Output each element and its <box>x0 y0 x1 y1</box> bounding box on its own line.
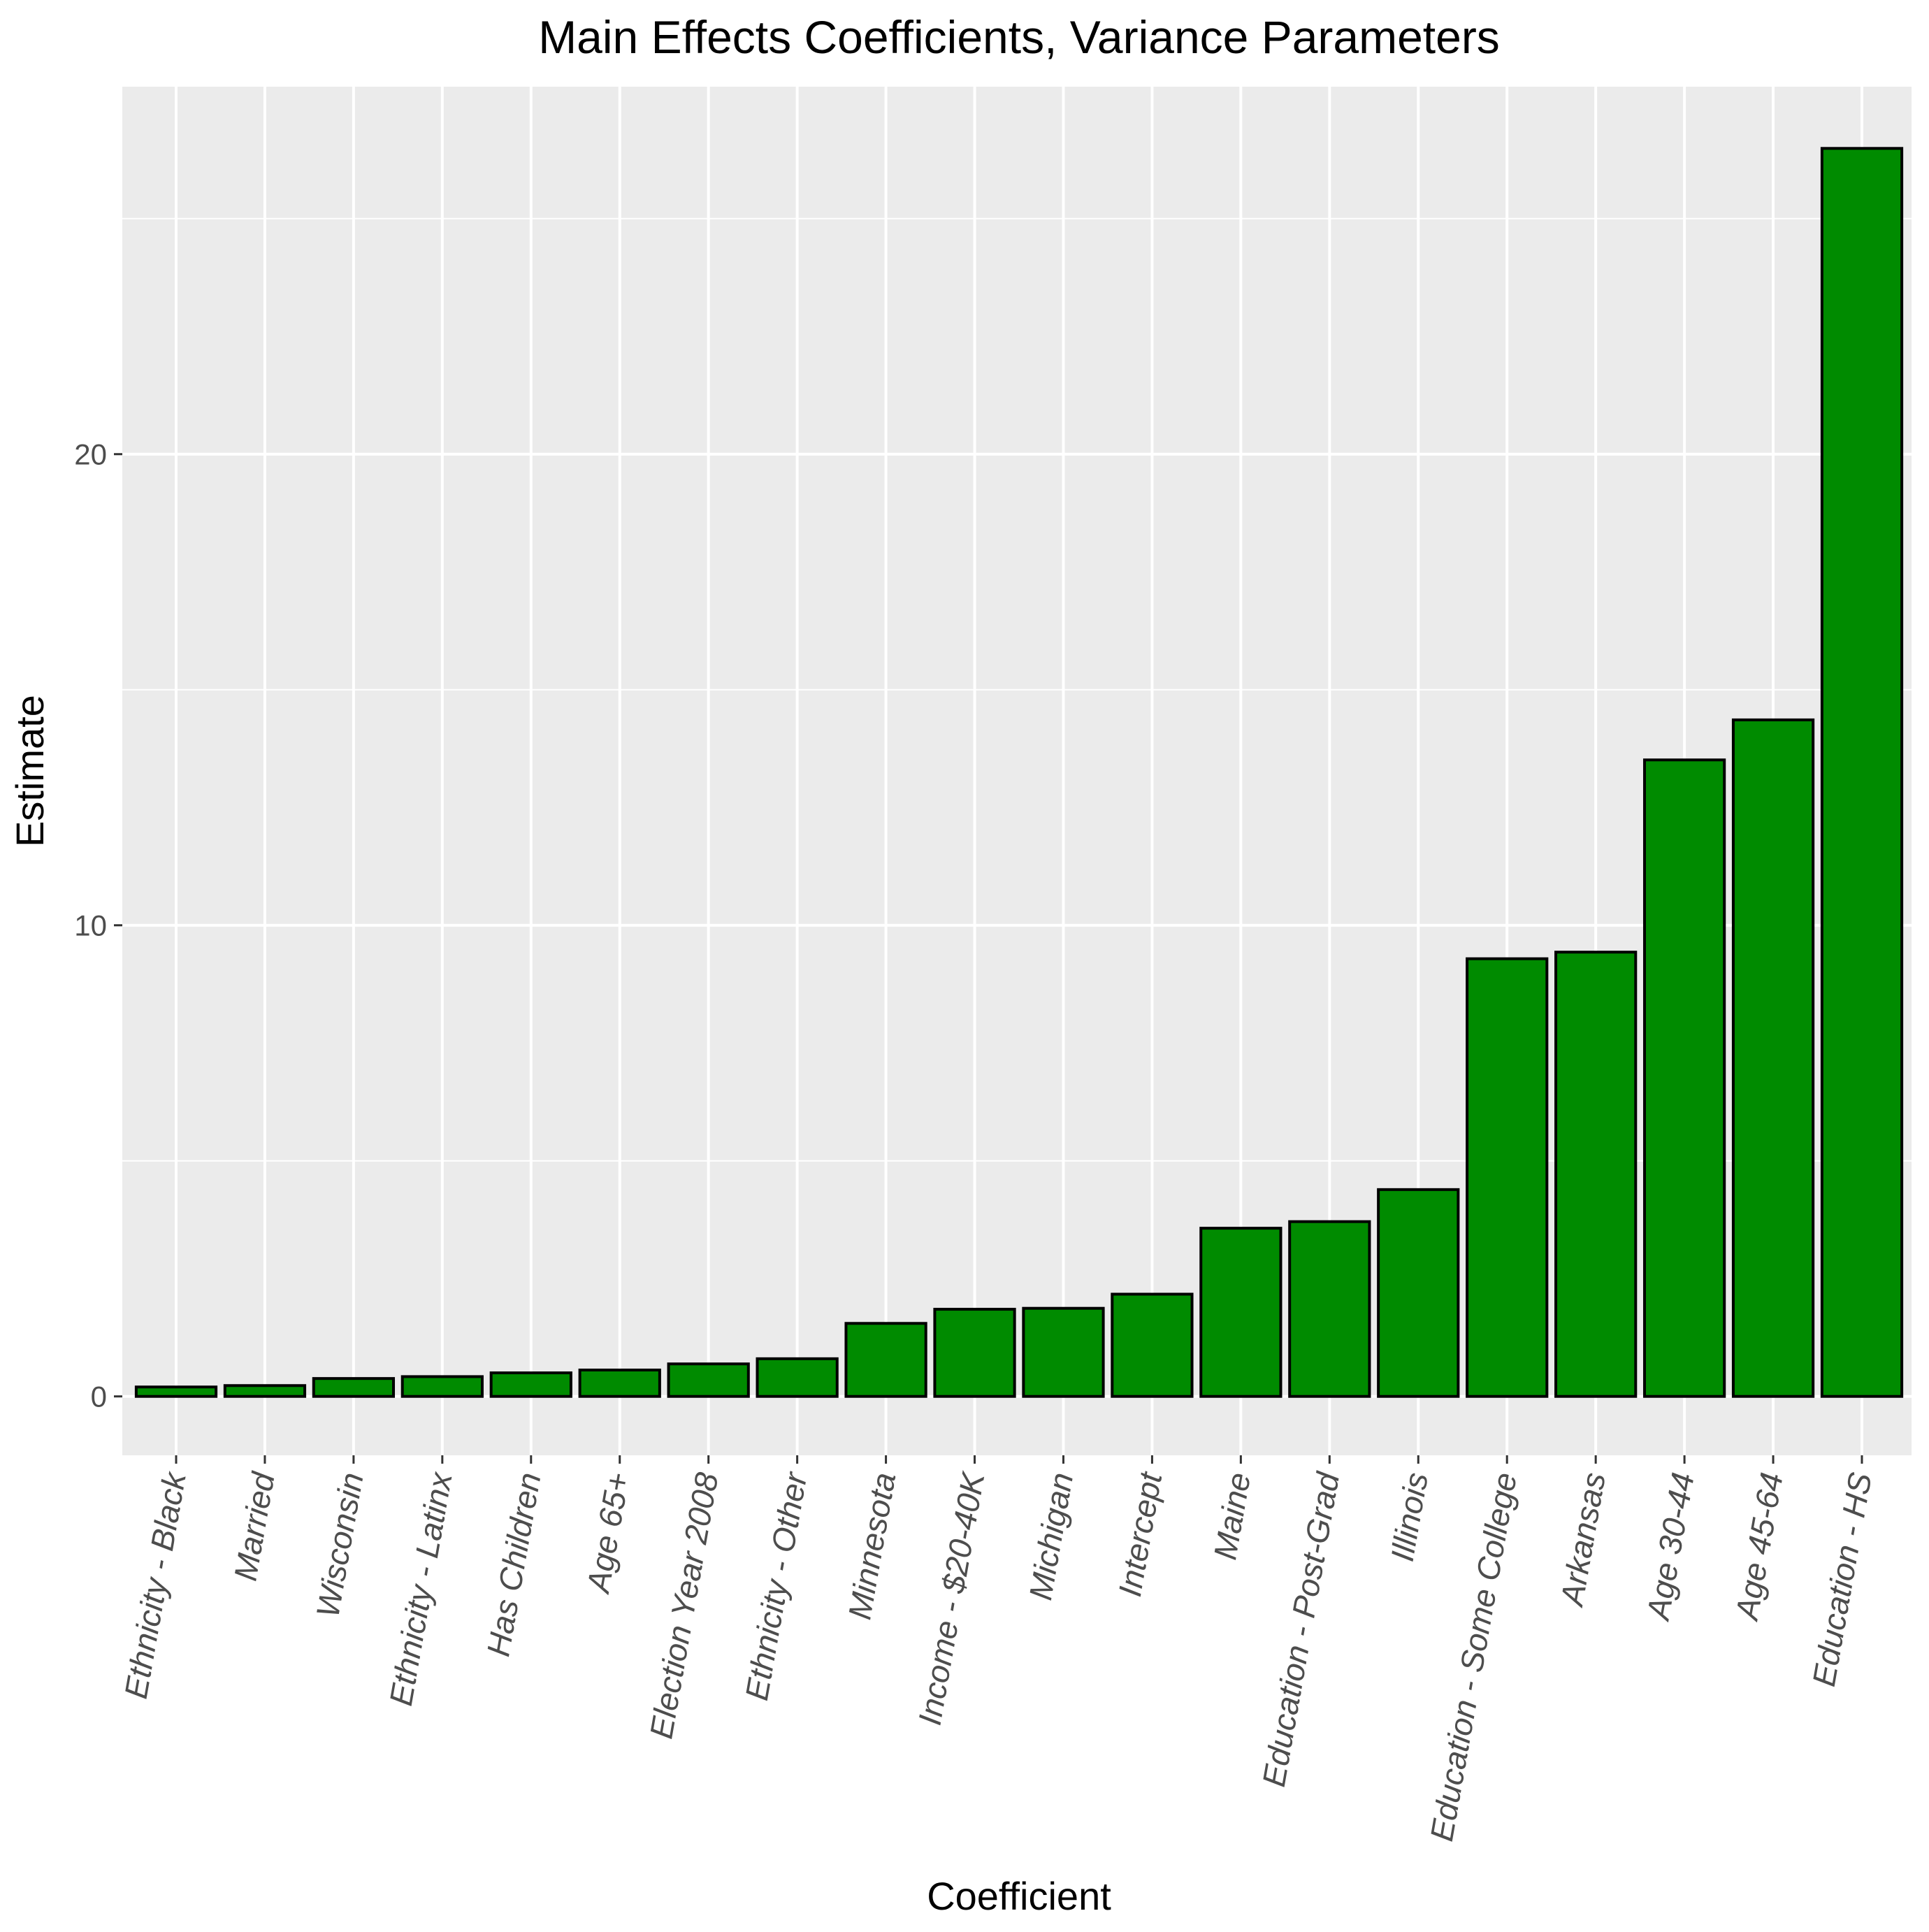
x-tick-label: Arkansas <box>1553 1470 1612 1610</box>
bar <box>312 1377 396 1398</box>
bar <box>489 1371 572 1398</box>
x-tick-label: Michigan <box>1022 1470 1080 1603</box>
x-tick-label: Education - Post-Grad <box>1255 1469 1346 1789</box>
bar <box>844 1322 927 1398</box>
bar <box>667 1362 750 1398</box>
bar <box>1111 1292 1194 1398</box>
bar <box>223 1384 307 1398</box>
bar <box>400 1375 484 1398</box>
bar <box>1466 957 1549 1398</box>
bar <box>1731 718 1815 1398</box>
x-axis: Ethnicity - Black Married Wisconsin Ethnici… <box>117 1455 1879 1844</box>
x-tick-label: Age 45-64 <box>1728 1470 1790 1624</box>
x-tick-label: Income - $20-40K <box>911 1468 992 1727</box>
y-axis: 0 10 20 <box>74 438 122 1413</box>
bar <box>1642 758 1726 1398</box>
x-tick-label: Education - HS <box>1805 1469 1879 1689</box>
bar <box>1022 1306 1105 1398</box>
x-tick-label: Wisconsin <box>309 1470 370 1620</box>
x-tick-label: Ethnicity - Black <box>117 1469 193 1701</box>
x-tick-label: Illinois <box>1384 1470 1435 1564</box>
bar <box>578 1369 661 1398</box>
x-tick-label: Age 30-44 <box>1639 1470 1701 1624</box>
bar <box>933 1308 1016 1398</box>
y-axis-title: Estimate <box>8 695 52 847</box>
x-tick-label: Election Year 2008 <box>642 1469 725 1741</box>
bar <box>1377 1188 1460 1398</box>
y-tick-label: 10 <box>74 909 107 942</box>
bar <box>756 1357 839 1398</box>
x-tick-label: Intercept <box>1111 1469 1169 1599</box>
chart-title: Main Effects Coefficients, Variance Para… <box>538 11 1500 63</box>
x-tick-label: Married <box>227 1469 282 1583</box>
bars <box>134 147 1904 1398</box>
y-tick-label: 20 <box>74 438 107 471</box>
x-tick-label: Education - Some College <box>1423 1470 1524 1844</box>
x-tick-label: Maine <box>1206 1470 1257 1562</box>
bar <box>1288 1220 1371 1398</box>
x-tick-label: Has Children <box>479 1470 547 1659</box>
bar <box>1554 951 1638 1398</box>
bar <box>1199 1227 1283 1398</box>
x-axis-title: Coefficient <box>927 1874 1111 1918</box>
y-tick-label: 0 <box>91 1380 107 1413</box>
x-tick-label: Ethnicity - Other <box>738 1469 814 1703</box>
x-tick-label: Age 65+ <box>579 1470 637 1597</box>
bar <box>1820 147 1904 1398</box>
bar <box>134 1385 218 1398</box>
x-tick-label: Ethnicity - Latinx <box>382 1469 459 1708</box>
x-tick-label: Minnesota <box>841 1470 902 1622</box>
